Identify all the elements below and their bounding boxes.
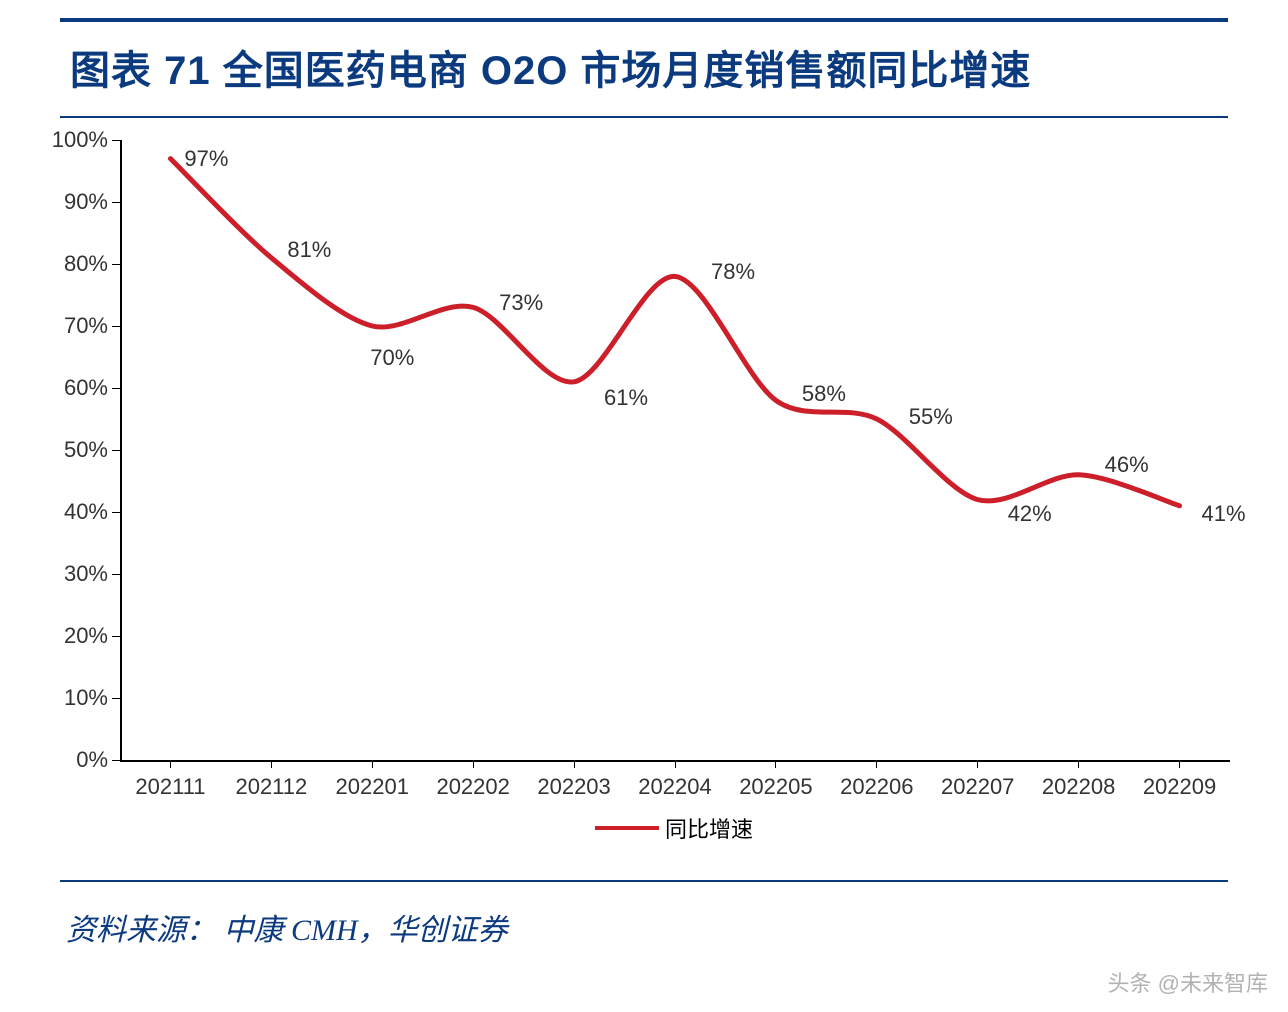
y-tick	[112, 698, 120, 699]
x-tick	[473, 760, 474, 768]
source-rule	[60, 880, 1228, 882]
legend-label: 同比增速	[665, 812, 753, 844]
point-label: 58%	[802, 381, 846, 407]
y-tick	[112, 512, 120, 513]
point-label: 97%	[184, 146, 228, 172]
y-tick	[112, 450, 120, 451]
x-tick	[372, 760, 373, 768]
y-tick	[112, 388, 120, 389]
x-tick	[977, 760, 978, 768]
x-tick	[775, 760, 776, 768]
x-tick	[170, 760, 171, 768]
watermark: 头条 @未来智库	[1108, 966, 1268, 998]
x-tick-label: 202205	[721, 774, 831, 800]
source-text: 资料来源： 中康 CMH，华创证券	[66, 905, 508, 949]
x-tick-label: 202209	[1125, 774, 1235, 800]
series-line	[170, 159, 1179, 506]
point-label: 61%	[604, 385, 648, 411]
y-tick	[112, 264, 120, 265]
x-tick	[271, 760, 272, 768]
point-label: 42%	[1008, 501, 1052, 527]
x-tick	[1179, 760, 1180, 768]
point-label: 73%	[499, 290, 543, 316]
x-tick-label: 202207	[923, 774, 1033, 800]
x-tick-label: 202208	[1024, 774, 1134, 800]
chart-header: 图表 71 全国医药电商 O2O 市场月度销售额同比增速	[60, 18, 1228, 118]
y-tick-label: 40%	[30, 499, 108, 525]
x-tick	[574, 760, 575, 768]
x-tick	[1078, 760, 1079, 768]
x-tick-label: 202201	[317, 774, 427, 800]
point-label: 78%	[711, 259, 755, 285]
legend-swatch	[595, 826, 659, 830]
y-tick	[112, 202, 120, 203]
y-tick	[112, 140, 120, 141]
y-tick	[112, 760, 120, 761]
x-tick-label: 202112	[216, 774, 326, 800]
y-tick-label: 10%	[30, 685, 108, 711]
x-tick	[876, 760, 877, 768]
series-svg	[120, 140, 1230, 760]
point-label: 46%	[1105, 452, 1149, 478]
y-tick-label: 90%	[30, 189, 108, 215]
point-label: 70%	[370, 345, 414, 371]
y-tick-label: 100%	[30, 127, 108, 153]
chart-title: 图表 71 全国医药电商 O2O 市场月度销售额同比增速	[60, 22, 1228, 116]
x-tick	[675, 760, 676, 768]
y-tick-label: 20%	[30, 623, 108, 649]
point-label: 81%	[287, 237, 331, 263]
y-tick-label: 70%	[30, 313, 108, 339]
title-rule-bottom	[60, 116, 1228, 118]
x-tick-label: 202206	[822, 774, 932, 800]
y-tick	[112, 326, 120, 327]
y-tick-label: 30%	[30, 561, 108, 587]
y-tick-label: 50%	[30, 437, 108, 463]
x-tick-label: 202203	[519, 774, 629, 800]
x-tick-label: 202202	[418, 774, 528, 800]
point-label: 55%	[909, 404, 953, 430]
x-tick-label: 202111	[115, 774, 225, 800]
y-tick	[112, 636, 120, 637]
point-label: 41%	[1202, 501, 1246, 527]
x-tick-label: 202204	[620, 774, 730, 800]
y-tick-label: 80%	[30, 251, 108, 277]
y-tick-label: 60%	[30, 375, 108, 401]
line-chart: 0%10%20%30%40%50%60%70%80%90%100%2021112…	[120, 140, 1230, 760]
y-tick	[112, 574, 120, 575]
legend: 同比增速	[595, 812, 753, 844]
y-tick-label: 0%	[30, 747, 108, 773]
